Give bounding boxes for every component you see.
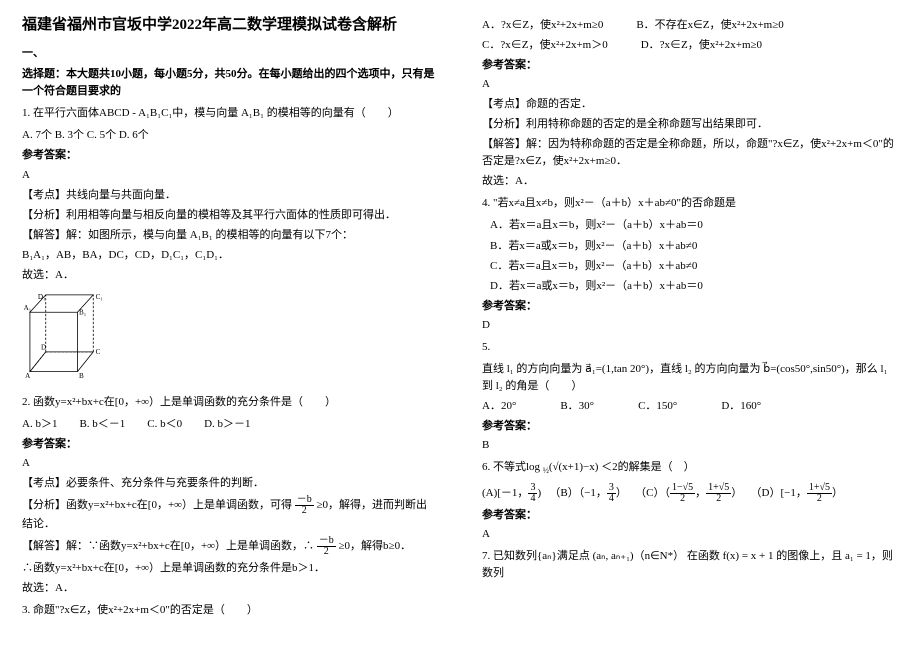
q6-choices: (A)[－1，34) （B）（−1，34） （C）（1−√52，1+√52） （… [482,483,898,504]
q4-c: C．若x＝a且x＝b，则x²－（a＋b）x＋ab≠0 [490,258,898,275]
q4-b: B．若x＝a或x＝b，则x²－（a＋b）x＋ab≠0 [490,238,898,255]
q1-choices: A. 7个 B. 3个 C. 5个 D. 6个 [22,127,438,144]
q4-d: D．若x＝a或x＝b，则x²－（a＋b）x＋ab＝0 [490,278,898,295]
q3-ans: A [482,76,898,93]
q6-ans-label: 参考答案： [482,507,898,524]
q2-solve: 【解答】解：∵函数y=x²+bx+c在[0，+∞）上是单调函数，∴ －b2 ≥0… [22,536,438,557]
q2-ans: A [22,455,438,472]
q2-p5: 故选：A． [22,580,438,597]
q3-p4: 故选：A． [482,173,898,190]
q5-ans: B [482,437,898,454]
q5-num: 5. [482,339,898,356]
q3-ans-label: 参考答案： [482,57,898,74]
svg-text:A₁: A₁ [24,304,32,312]
q1-ans-label: 参考答案： [22,147,438,164]
q5-choices: A．20° B．30° C．150° D．160° [482,398,898,415]
q7-text: 7. 已知数列{aₙ}满足点 (aₙ, aₙ₊₁)（n∈N*） 在函数 f(x)… [482,548,898,582]
q4-text: 4. "若x≠a且x≠b，则x²－（a＋b）x＋ab≠0"的否命题是 [482,195,898,212]
q1-conclusion: 故选：A． [22,267,438,284]
cube-diagram: A B C D A₁ B₁ C₁ D₁ [22,291,117,381]
svg-text:B: B [79,372,84,380]
svg-text:C₁: C₁ [96,293,103,301]
q1-text: 1. 在平行六面体ABCD - A₁B₁C₁中，模与向量 A₁B₁ 的模相等的向… [22,105,438,122]
q1-vectors: B₁A₁，AB，BA，DC，CD，D₁C₁，C₁D₁． [22,247,438,264]
svg-text:A: A [25,372,31,380]
q3-solve: 【解答】解：因为特称命题的否定是全称命题，所以，命题"?x∈Z，使x²+2x+m… [482,136,898,170]
q2-p4: ∴函数y=x²+bx+c在[0，+∞）上是单调函数的充分条件是b＞1． [22,560,438,577]
doc-title: 福建省福州市官坂中学2022年高二数学理模拟试卷含解析 [22,14,438,37]
q3-analysis: 【分析】利用特称命题的否定的是全称命题写出结果即可． [482,116,898,133]
q2-text: 2. 函数y=x²+bx+c在[0，+∞）上是单调函数的充分条件是（ ） [22,394,438,411]
section-number: 一、 [22,45,438,62]
section-instruction: 选择题：本大题共10小题，每小题5分，共50分。在每小题给出的四个选项中，只有是… [22,66,438,100]
q3-row2: C．?x∈Z，使x²+2x+m＞0 D．?x∈Z，使x²+2x+m≥0 [482,37,898,54]
q5-text: 直线 l₁ 的方向向量为 a⃗₁=(1,tan 20°)，直线 l₂ 的方向向量… [482,361,898,395]
q4-ans-label: 参考答案： [482,298,898,315]
q1-analysis: 【分析】利用相等向量与相反向量的模相等及其平行六面体的性质即可得出． [22,207,438,224]
q4-ans: D [482,317,898,334]
svg-text:D₁: D₁ [38,293,46,301]
q3-point: 【考点】命题的否定． [482,96,898,113]
q2-analysis: 【分析】函数y=x²+bx+c在[0，+∞）上是单调函数，可得 －b2 ≥0，解… [22,495,438,533]
q1-ans: A [22,167,438,184]
q6-text: 6. 不等式log ½(√(x+1)−x) ＜2的解集是（ ） [482,459,898,478]
svg-text:C: C [96,348,101,356]
q5-ans-label: 参考答案： [482,418,898,435]
svg-text:B₁: B₁ [79,308,86,316]
svg-text:D: D [41,343,46,351]
q2-ans-label: 参考答案： [22,436,438,453]
q2-choices: A. b＞1 B. b＜－1 C. b＜0 D. b＞－1 [22,416,438,433]
q2-point: 【考点】必要条件、充分条件与充要条件的判断． [22,475,438,492]
q3-text: 3. 命题"?x∈Z，使x²+2x+m＜0"的否定是（ ） [22,602,438,619]
q1-solve: 【解答】解：如图所示，模与向量 A₁B₁ 的模相等的向量有以下7个： [22,227,438,244]
q3-row1: A．?x∈Z，使x²+2x+m≥0 B．不存在x∈Z，使x²+2x+m≥0 [482,17,898,34]
q1-point: 【考点】共线向量与共面向量． [22,187,438,204]
q4-a: A．若x＝a且x＝b，则x²－（a＋b）x＋ab＝0 [490,217,898,234]
q6-ans: A [482,526,898,543]
